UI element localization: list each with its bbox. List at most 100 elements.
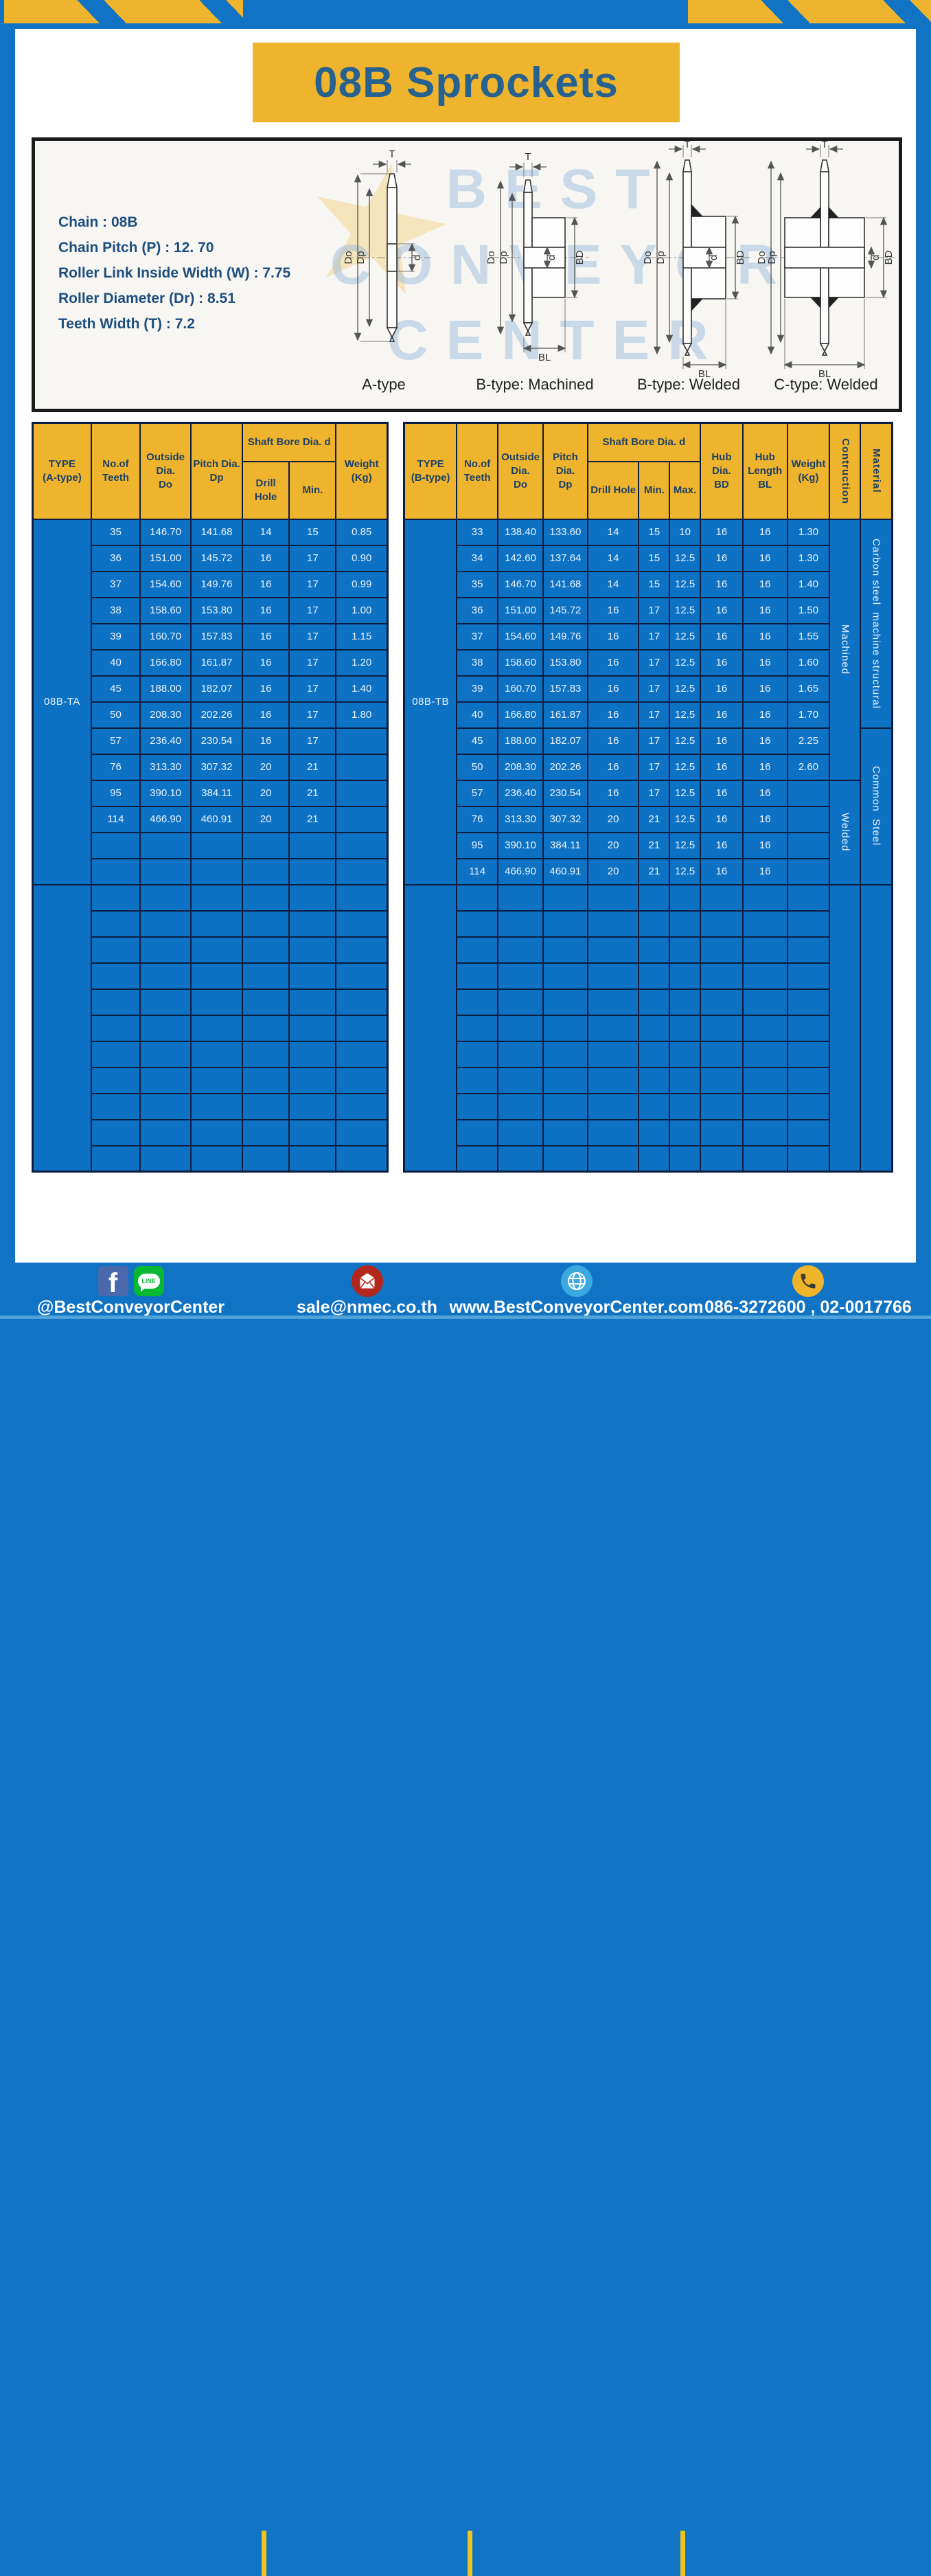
table-cell: 20 [242,753,290,781]
table-cell: 14 [586,518,640,546]
table-cell [288,1118,337,1146]
table-cell [496,909,544,938]
table-cell [669,883,701,912]
table-cell [242,962,290,990]
table-cell [786,1066,831,1094]
table-cell [403,883,458,1173]
svg-text:T: T [821,141,827,150]
facebook-icon: f [97,1266,128,1296]
table-cell: 12.5 [669,570,701,598]
table-cell [496,883,544,912]
table-cell: 16 [700,779,744,807]
table-cell: 16 [242,596,290,624]
table-cell [139,883,192,912]
svg-text:B-type: Welded: B-type: Welded [637,376,740,393]
table-cell [90,1144,141,1173]
table-header-cell: Min. [288,460,337,520]
table-cell [139,857,192,885]
table-cell [700,1118,744,1146]
table-cell [542,1066,588,1094]
svg-text:B-type: Machined: B-type: Machined [476,376,593,393]
table-cell [456,909,498,938]
table-row: 38 158.60 153.80 16 17 12.5 16 16 1.60 [404,648,893,677]
table-cell: 16 [242,648,290,677]
table-cell: 50 [456,753,498,781]
table-cell [860,883,893,1173]
table-cell: 137.64 [542,544,588,572]
table-cell [242,1118,290,1146]
table-cell [242,1144,290,1173]
table-cell [496,1144,544,1173]
table-cell: 21 [288,805,337,833]
table-cell: 17 [288,622,337,651]
table-cell [496,1040,544,1068]
footer-divider [680,2531,685,2576]
table-cell: Welded [829,779,862,885]
table-cell [542,1040,588,1068]
table-cell: 45 [456,727,498,755]
table-cell [586,909,640,938]
table-cell [669,1144,701,1173]
table-cell [242,909,290,938]
table-cell: 236.40 [496,779,544,807]
table-cell [242,936,290,964]
table-cell: 1.55 [786,622,831,651]
table-cell [456,1040,498,1068]
table-cell [139,962,192,990]
table-row [32,883,389,1173]
table-row [33,1014,389,1042]
table-cell: 12.5 [669,727,701,755]
table-cell [190,831,244,859]
table-cell: 40 [456,701,498,729]
table-cell [586,962,640,990]
table-row [33,1040,389,1068]
footer-divider [262,2531,266,2576]
table-cell [786,1014,831,1042]
table-cell [288,883,337,912]
table-cell [288,857,337,885]
page-title: 08B Sprockets [314,58,619,106]
table-cell: 14 [242,518,290,546]
table-row: 95 390.10 384.11 20 21 12.5 16 16 [404,831,893,859]
table-cell: 16 [700,727,744,755]
table-cell: 39 [456,675,498,703]
table-cell [786,962,831,990]
table-cell: 17 [288,675,337,703]
table-cell: 16 [742,518,788,546]
table-cell: 1.65 [786,675,831,703]
table-cell [90,1118,141,1146]
table-cell [90,1014,141,1042]
table-cell [742,1092,788,1120]
table-cell: 390.10 [139,779,192,807]
table-cell [90,831,141,859]
table-cell: Carbon steel machine structural [860,518,893,729]
table-cell: 12.5 [669,831,701,859]
table-cell: 313.30 [139,753,192,781]
table-cell [242,831,290,859]
table-header-cell: TYPE (A-type) [32,422,92,520]
table-row: 50 208.30 202.26 16 17 12.5 16 16 2.60 [404,753,893,781]
table-header-cell: Hub Length BL [742,422,788,520]
table-cell: 16 [586,675,640,703]
table-row [33,936,389,964]
table-cell: 146.70 [139,518,192,546]
table-cell: 202.26 [190,701,244,729]
table-cell [700,962,744,990]
spec-line: Roller Diameter (Dr) : 8.51 [58,291,235,306]
diagram-panel: ★ BEST CONVEYOR CENTER Chain : 08B Chain… [32,117,902,412]
table-cell: 141.68 [542,570,588,598]
table-cell [242,988,290,1016]
table-cell: 2.60 [786,753,831,781]
table-cell [542,936,588,964]
table-cell: 151.00 [496,596,544,624]
table-cell [190,988,244,1016]
table-cell: 20 [586,857,640,885]
line-badge: LINE [137,1274,160,1292]
table-cell: 146.70 [496,570,544,598]
table-row [33,962,389,990]
svg-text:d: d [546,255,558,260]
table-header-cell: Weight (Kg) [786,422,831,520]
table-row [33,831,389,859]
table-row: 36 151.00 145.72 16 17 0.90 [33,544,389,572]
table-cell [190,1040,244,1068]
